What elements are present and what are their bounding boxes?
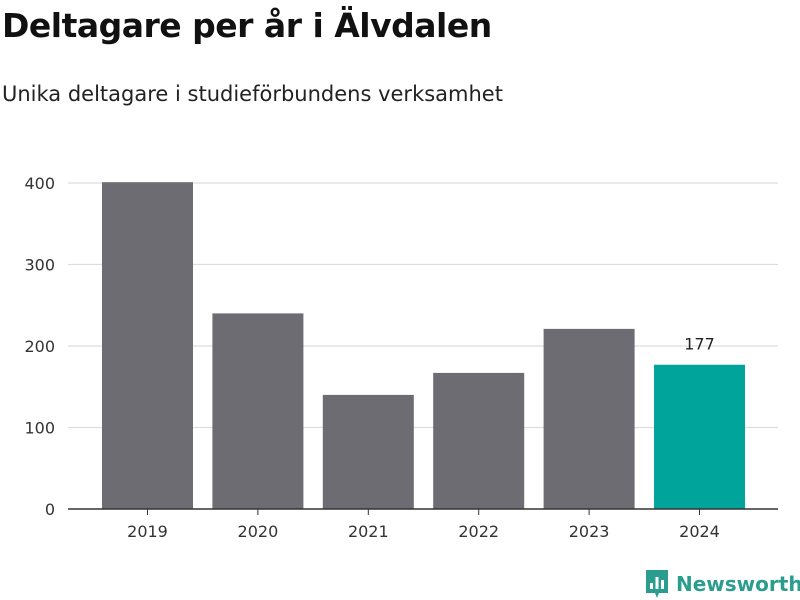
y-axis-ticks: 0 100 200 300 400 — [24, 174, 55, 519]
y-tick-label: 400 — [24, 174, 55, 193]
bar-2021 — [322, 394, 414, 509]
bar-2022 — [433, 372, 525, 509]
bar-2023 — [543, 328, 635, 509]
x-tick-label: 2022 — [458, 522, 499, 541]
chart-title: Deltagare per år i Älvdalen — [2, 6, 492, 45]
bar-2019 — [102, 182, 193, 509]
chart-subtitle: Unika deltagare i studieförbundens verks… — [2, 82, 503, 106]
x-tick-label: 2019 — [127, 522, 168, 541]
brand-name: Newsworthy — [676, 572, 800, 596]
newsworthy-logo-icon — [646, 570, 668, 598]
y-tick-label: 200 — [24, 337, 55, 356]
data-labels: 177 — [684, 335, 715, 354]
x-tick-label: 2021 — [348, 522, 389, 541]
bar-chart: 0 100 200 300 400 2019 2020 2021 2022 2023 2024 1… — [24, 174, 778, 541]
x-tick-label: 2020 — [238, 522, 279, 541]
bar-2020 — [212, 313, 304, 509]
bars — [102, 182, 745, 509]
brand-logo: Newsworthy — [645, 569, 800, 599]
x-tick-label: 2024 — [679, 522, 720, 541]
data-label: 177 — [684, 335, 715, 354]
bar-2024 — [654, 364, 745, 509]
y-tick-label: 0 — [45, 500, 55, 519]
x-tick-label: 2023 — [569, 522, 610, 541]
y-tick-label: 300 — [24, 256, 55, 275]
y-tick-label: 100 — [24, 419, 55, 438]
x-axis-ticks: 2019 2020 2021 2022 2023 2024 — [127, 509, 720, 541]
